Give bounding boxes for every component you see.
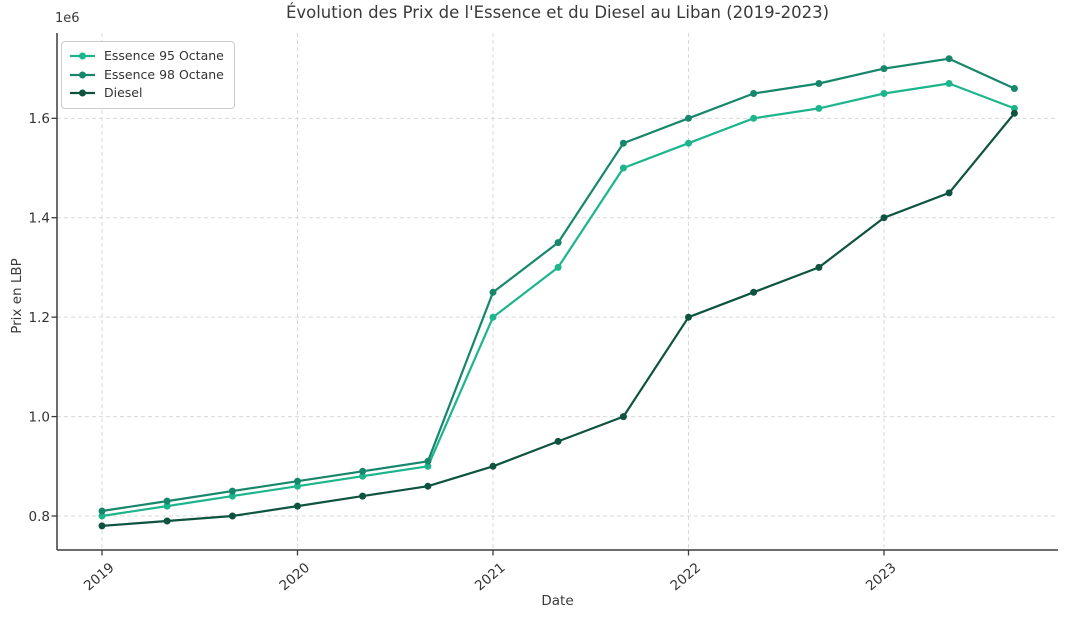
data-point xyxy=(880,90,888,97)
data-point xyxy=(1010,85,1018,92)
y-tick-label: 1.2 xyxy=(29,310,50,326)
data-point xyxy=(815,263,823,271)
data-point xyxy=(554,263,562,271)
y-tick-label: 1.0 xyxy=(29,409,50,425)
data-point xyxy=(489,462,497,470)
data-point xyxy=(294,482,301,490)
x-tick-label: 2020 xyxy=(276,560,313,594)
x-tick-label: 2022 xyxy=(667,560,704,594)
data-point xyxy=(945,189,953,197)
data-point xyxy=(359,467,367,475)
data-point xyxy=(359,472,367,480)
x-tick-label: 2023 xyxy=(863,560,900,594)
data-point xyxy=(1010,109,1018,117)
legend: Essence 95 Octane Essence 98 Octane Diesel xyxy=(61,41,235,109)
y-tick-label: 0.8 xyxy=(29,509,50,525)
legend-item: Diesel xyxy=(69,84,224,103)
data-point xyxy=(815,104,823,112)
data-point xyxy=(945,55,953,63)
data-point xyxy=(163,517,171,525)
data-point xyxy=(98,512,106,520)
data-point xyxy=(489,313,497,321)
data-point xyxy=(685,313,692,321)
legend-label: Diesel xyxy=(104,85,143,100)
data-point xyxy=(228,487,236,495)
data-point xyxy=(880,214,888,222)
legend-line-marker xyxy=(70,52,95,60)
data-point xyxy=(163,497,171,505)
legend-label: Essence 98 Octane xyxy=(104,66,224,82)
data-point xyxy=(1010,104,1018,112)
x-axis-label: Date xyxy=(541,593,574,609)
data-point xyxy=(945,80,953,87)
legend-label: Essence 95 Octane xyxy=(104,48,224,63)
data-point xyxy=(294,477,301,485)
data-point xyxy=(554,437,562,445)
data-point xyxy=(228,492,236,500)
series-line-diesel xyxy=(100,112,1016,527)
y-tick-label: 1.4 xyxy=(29,211,50,227)
data-point xyxy=(359,492,367,500)
data-point xyxy=(619,164,627,172)
data-point xyxy=(489,288,497,296)
data-point xyxy=(294,502,301,510)
data-point xyxy=(163,502,171,510)
chart-title: Évolution des Prix de l'Essence et du Di… xyxy=(285,3,830,22)
y-axis-offset-label: 1e6 xyxy=(55,11,80,26)
legend-line-marker xyxy=(70,71,95,79)
legend-line-marker xyxy=(70,89,95,97)
data-point xyxy=(750,114,758,122)
series-line-essence-95-octane xyxy=(100,82,1016,518)
data-point xyxy=(815,80,823,87)
data-point xyxy=(424,462,432,470)
data-point xyxy=(619,413,627,421)
data-point xyxy=(619,139,627,147)
data-point xyxy=(554,239,562,247)
x-tick-label: 2019 xyxy=(81,560,118,594)
data-point xyxy=(685,114,692,122)
legend-item: Essence 95 Octane xyxy=(69,47,224,66)
data-point xyxy=(228,512,236,520)
data-point xyxy=(880,65,888,73)
data-point xyxy=(750,288,758,296)
y-tick-label: 1.6 xyxy=(29,111,50,127)
data-point xyxy=(98,522,106,530)
x-tick-label: 2021 xyxy=(472,560,509,594)
data-point xyxy=(685,139,692,147)
data-point xyxy=(750,90,758,97)
legend-item: Essence 98 Octane xyxy=(69,66,224,85)
data-point xyxy=(424,457,432,465)
data-point xyxy=(98,507,106,515)
data-point xyxy=(424,482,432,490)
